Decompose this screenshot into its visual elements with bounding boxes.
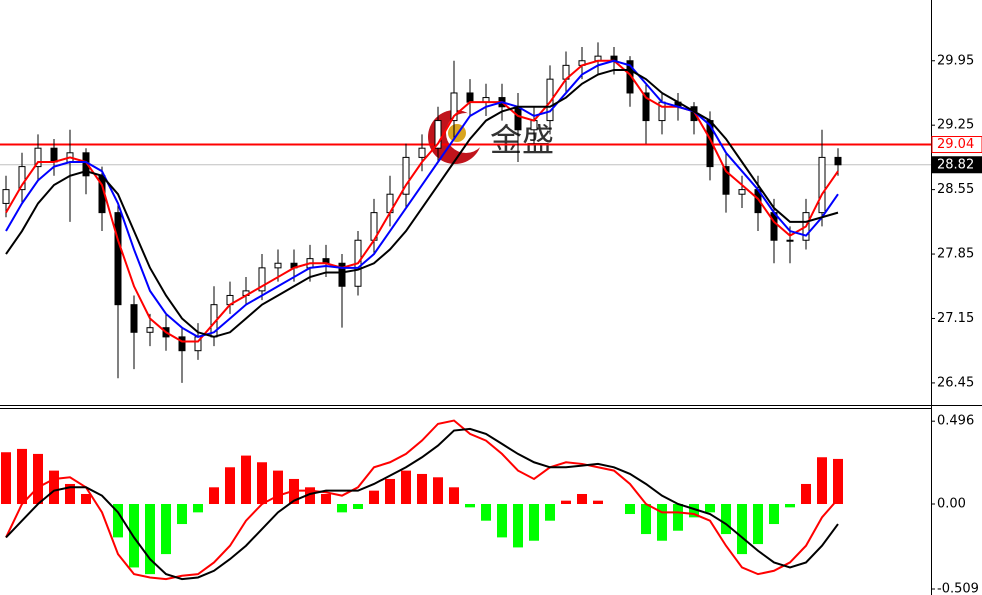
y-tick-label: 29.95 bbox=[937, 53, 974, 68]
level-label: 29.04 bbox=[937, 137, 974, 152]
macd-bar bbox=[241, 455, 251, 505]
macd-bar bbox=[465, 504, 475, 508]
macd-bar bbox=[177, 504, 187, 525]
y-tick-label: 0.00 bbox=[937, 497, 966, 512]
candle-body bbox=[418, 147, 426, 158]
macd-bar bbox=[817, 457, 827, 505]
macd-bar bbox=[625, 504, 635, 515]
macd-line bbox=[5, 427, 839, 581]
candle-body bbox=[546, 78, 554, 122]
macd-bar bbox=[369, 490, 379, 505]
candle-body bbox=[466, 92, 474, 103]
candle-body bbox=[530, 120, 538, 131]
y-tick-label: 27.85 bbox=[937, 247, 974, 262]
macd-bar bbox=[209, 487, 219, 505]
macd-bar bbox=[305, 487, 315, 505]
macd-bar bbox=[801, 483, 811, 505]
macd-bar bbox=[753, 504, 763, 545]
y-tick-label: 27.15 bbox=[937, 311, 974, 326]
macd-bar bbox=[673, 504, 683, 531]
candle-body bbox=[818, 156, 826, 214]
macd-bar bbox=[257, 462, 267, 505]
macd-bar bbox=[529, 504, 539, 541]
y-tick-label: 0.496 bbox=[937, 414, 974, 429]
macd-bar bbox=[225, 467, 235, 505]
candle-body bbox=[434, 120, 442, 149]
candle-body bbox=[274, 262, 282, 269]
level-label-box bbox=[931, 136, 982, 154]
candle-body bbox=[514, 106, 522, 131]
candle-body bbox=[402, 156, 410, 195]
candle-body bbox=[338, 262, 346, 287]
candle-body bbox=[178, 336, 186, 352]
candle-body bbox=[50, 147, 58, 163]
moving-average bbox=[5, 59, 839, 343]
macd-bar bbox=[737, 504, 747, 555]
candle-body bbox=[34, 147, 42, 168]
candle-body bbox=[2, 189, 10, 204]
macd-bar bbox=[145, 504, 155, 575]
macd-bar bbox=[721, 504, 731, 535]
macd-bar bbox=[545, 504, 555, 521]
macd-bar bbox=[481, 504, 491, 521]
moving-average bbox=[5, 68, 839, 338]
candle-body bbox=[258, 267, 266, 292]
y-tick-label: 26.45 bbox=[937, 375, 974, 390]
macd-bar bbox=[641, 504, 651, 535]
macd-bar bbox=[113, 504, 123, 538]
candle-body bbox=[450, 92, 458, 122]
macd-bar bbox=[273, 470, 283, 505]
macd-bar bbox=[785, 504, 795, 508]
macd-bar bbox=[1, 452, 11, 505]
macd-bar bbox=[449, 487, 459, 505]
y-tick-label: -0.509 bbox=[937, 581, 979, 595]
macd-bar bbox=[161, 504, 171, 555]
watermark: 金盛 bbox=[490, 121, 554, 159]
candle-body bbox=[722, 166, 730, 195]
level-label: 28.82 bbox=[937, 157, 974, 172]
macd-bar bbox=[401, 470, 411, 505]
candle-body bbox=[18, 166, 26, 191]
macd-bar bbox=[49, 470, 59, 505]
candle-body bbox=[770, 212, 778, 241]
macd-bar bbox=[497, 504, 507, 538]
macd-bar bbox=[321, 493, 331, 505]
candle-body bbox=[642, 92, 650, 122]
macd-bar bbox=[417, 473, 427, 505]
level-label-box bbox=[931, 156, 982, 174]
candle-body bbox=[146, 327, 154, 333]
macd-bar bbox=[33, 453, 43, 505]
macd-bar bbox=[593, 500, 603, 505]
candle-body bbox=[130, 304, 138, 333]
macd-bar bbox=[689, 504, 699, 518]
macd-bar bbox=[833, 458, 843, 505]
candle-body bbox=[738, 189, 746, 195]
macd-bar bbox=[577, 493, 587, 505]
y-tick-label: 29.25 bbox=[937, 118, 974, 133]
macd-bar bbox=[513, 504, 523, 548]
macd-bar bbox=[433, 477, 443, 505]
macd-bar bbox=[705, 504, 715, 513]
macd-bar bbox=[337, 504, 347, 513]
y-tick-label: 28.55 bbox=[937, 182, 974, 197]
moving-average bbox=[5, 59, 839, 338]
macd-bar bbox=[81, 493, 91, 505]
macd-bar bbox=[17, 448, 27, 505]
macd-bar bbox=[561, 500, 571, 505]
macd-line bbox=[5, 419, 839, 581]
macd-bar bbox=[657, 504, 667, 541]
macd-bar bbox=[353, 504, 363, 510]
macd-bar bbox=[193, 504, 203, 513]
candle-body bbox=[834, 156, 842, 166]
macd-bar bbox=[769, 504, 779, 525]
macd-bar bbox=[385, 478, 395, 505]
candle-body bbox=[626, 60, 634, 94]
candle-body bbox=[786, 239, 794, 242]
macd-bar bbox=[65, 483, 75, 505]
candle-body bbox=[114, 212, 122, 306]
